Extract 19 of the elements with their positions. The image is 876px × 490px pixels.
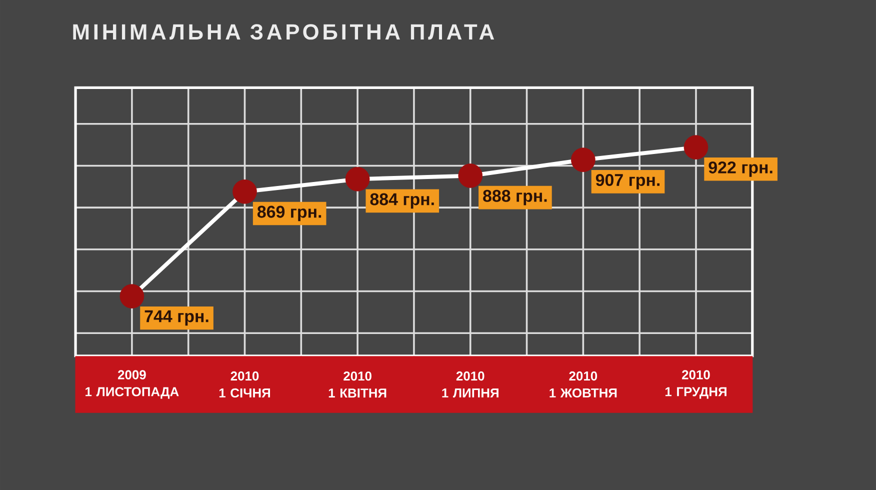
data-label: 907 грн. (596, 174, 660, 190)
data-label: 869 грн. (257, 206, 322, 221)
data-label: 922 грн. (708, 161, 772, 177)
point (232, 179, 257, 204)
x-tick-label: 2010 1 СІЧНЯ (219, 371, 270, 398)
x-tick-label: 2010 1 КВІТНЯ (328, 371, 386, 398)
x-tick-label: 2009 1 ЛИСТОПАДА (86, 370, 179, 399)
x-tick-label: 2010 1 ЖОВТНЯ (550, 371, 617, 398)
x-tick-label: 2010 1 ГРУДНЯ (665, 370, 726, 399)
data-label: 744 грн. (144, 310, 208, 326)
point (120, 284, 144, 308)
data-label: 888 грн. (483, 190, 547, 206)
point (458, 163, 483, 188)
point (571, 147, 596, 172)
chart-title: МІНІМАЛЬНА ЗАРОБІТНА ПЛАТА (73, 24, 494, 40)
data-label: 884 грн. (370, 193, 434, 208)
point (684, 134, 708, 160)
x-tick-label: 2010 1 ЛИПНЯ (442, 371, 498, 398)
point (345, 166, 370, 192)
